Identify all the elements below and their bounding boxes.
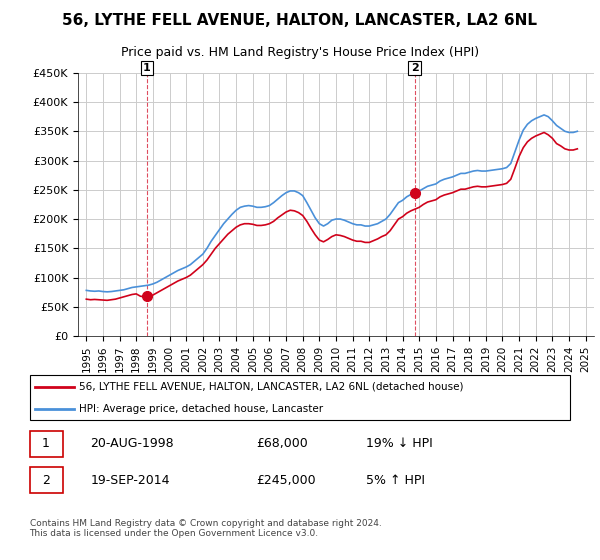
Text: 56, LYTHE FELL AVENUE, HALTON, LANCASTER, LA2 6NL: 56, LYTHE FELL AVENUE, HALTON, LANCASTER… bbox=[62, 13, 538, 28]
FancyBboxPatch shape bbox=[29, 431, 62, 457]
Text: 1: 1 bbox=[143, 63, 151, 73]
Text: 2: 2 bbox=[42, 474, 50, 487]
Text: Contains HM Land Registry data © Crown copyright and database right 2024.
This d: Contains HM Land Registry data © Crown c… bbox=[29, 519, 381, 538]
Text: £245,000: £245,000 bbox=[256, 474, 316, 487]
Text: 2: 2 bbox=[410, 63, 418, 73]
FancyBboxPatch shape bbox=[29, 375, 571, 420]
Text: HPI: Average price, detached house, Lancaster: HPI: Average price, detached house, Lanc… bbox=[79, 404, 323, 414]
Text: 56, LYTHE FELL AVENUE, HALTON, LANCASTER, LA2 6NL (detached house): 56, LYTHE FELL AVENUE, HALTON, LANCASTER… bbox=[79, 381, 464, 391]
FancyBboxPatch shape bbox=[29, 467, 62, 493]
Text: 1: 1 bbox=[42, 437, 50, 450]
Text: 19% ↓ HPI: 19% ↓ HPI bbox=[366, 437, 433, 450]
Text: 20-AUG-1998: 20-AUG-1998 bbox=[90, 437, 174, 450]
Text: Price paid vs. HM Land Registry's House Price Index (HPI): Price paid vs. HM Land Registry's House … bbox=[121, 46, 479, 59]
Text: £68,000: £68,000 bbox=[256, 437, 308, 450]
Text: 5% ↑ HPI: 5% ↑ HPI bbox=[366, 474, 425, 487]
Text: 19-SEP-2014: 19-SEP-2014 bbox=[90, 474, 170, 487]
